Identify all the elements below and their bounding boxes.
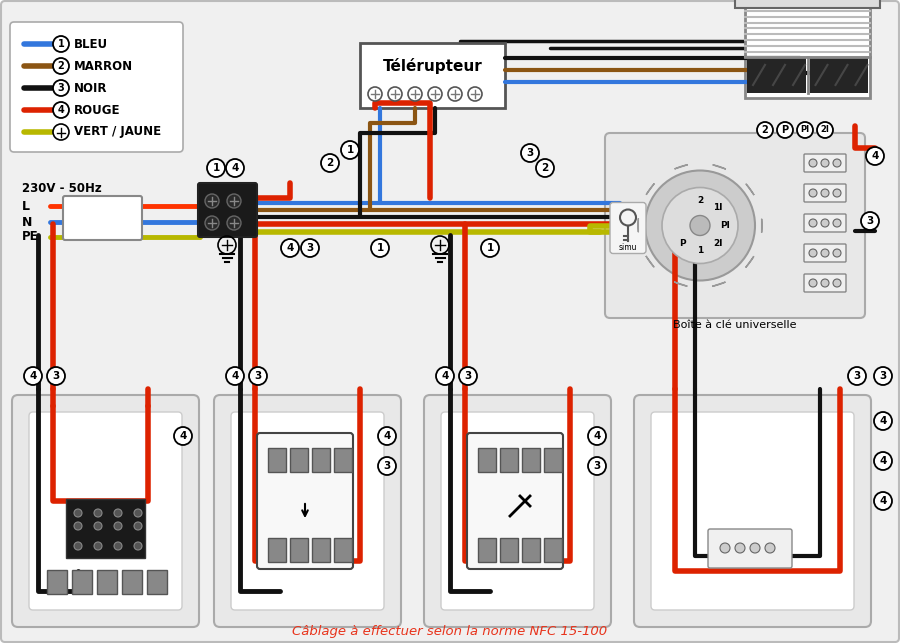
Circle shape	[821, 219, 829, 227]
Text: N: N	[22, 215, 32, 228]
Circle shape	[436, 367, 454, 385]
Circle shape	[735, 543, 745, 553]
Circle shape	[249, 367, 267, 385]
Text: 4: 4	[30, 371, 37, 381]
FancyBboxPatch shape	[804, 244, 846, 262]
FancyBboxPatch shape	[10, 22, 183, 152]
Text: P: P	[781, 125, 788, 135]
Text: VERT / JAUNE: VERT / JAUNE	[74, 125, 161, 138]
FancyBboxPatch shape	[804, 184, 846, 202]
Circle shape	[174, 427, 192, 445]
Text: L: L	[22, 199, 30, 212]
FancyBboxPatch shape	[290, 448, 308, 472]
Circle shape	[809, 249, 817, 257]
Polygon shape	[646, 184, 654, 194]
Circle shape	[24, 367, 42, 385]
Circle shape	[874, 412, 892, 430]
FancyBboxPatch shape	[214, 395, 401, 627]
Text: 1l: 1l	[713, 203, 723, 212]
Text: PE: PE	[22, 230, 39, 244]
FancyBboxPatch shape	[745, 3, 870, 98]
Circle shape	[720, 543, 730, 553]
FancyBboxPatch shape	[72, 570, 92, 594]
Circle shape	[588, 427, 606, 445]
Circle shape	[536, 159, 554, 177]
FancyBboxPatch shape	[334, 448, 352, 472]
Circle shape	[757, 122, 773, 138]
FancyBboxPatch shape	[312, 448, 330, 472]
Text: NOIR: NOIR	[74, 82, 107, 95]
Circle shape	[428, 87, 442, 101]
Circle shape	[388, 87, 402, 101]
Circle shape	[874, 367, 892, 385]
Polygon shape	[746, 257, 753, 267]
Circle shape	[207, 159, 225, 177]
FancyBboxPatch shape	[441, 412, 594, 610]
Text: Boîte à clé universelle: Boîte à clé universelle	[673, 320, 796, 330]
Circle shape	[765, 543, 775, 553]
Circle shape	[134, 542, 142, 550]
Circle shape	[114, 522, 122, 530]
FancyBboxPatch shape	[500, 538, 518, 562]
Polygon shape	[713, 282, 725, 286]
Bar	[747, 57, 806, 93]
Text: 3: 3	[306, 243, 313, 253]
Polygon shape	[746, 184, 753, 194]
Text: 4: 4	[58, 105, 65, 115]
Text: 1: 1	[697, 246, 703, 255]
Circle shape	[281, 239, 299, 257]
Text: Pl: Pl	[720, 221, 730, 230]
FancyBboxPatch shape	[500, 448, 518, 472]
Text: 2l: 2l	[713, 239, 723, 248]
Circle shape	[226, 159, 244, 177]
Circle shape	[378, 457, 396, 475]
FancyBboxPatch shape	[360, 43, 505, 108]
Text: 1: 1	[376, 243, 383, 253]
Text: 4: 4	[879, 456, 886, 466]
Text: Câblage à effectuer selon la norme NFC 15-100: Câblage à effectuer selon la norme NFC 1…	[292, 624, 608, 637]
Text: simu: simu	[619, 243, 637, 252]
FancyBboxPatch shape	[63, 196, 142, 240]
Circle shape	[645, 170, 755, 280]
Circle shape	[53, 58, 69, 74]
FancyBboxPatch shape	[478, 538, 496, 562]
FancyBboxPatch shape	[268, 538, 286, 562]
Circle shape	[861, 212, 879, 230]
FancyBboxPatch shape	[147, 570, 167, 594]
FancyBboxPatch shape	[467, 433, 563, 569]
FancyBboxPatch shape	[290, 538, 308, 562]
Circle shape	[341, 141, 359, 159]
FancyBboxPatch shape	[605, 133, 865, 318]
FancyBboxPatch shape	[268, 448, 286, 472]
FancyBboxPatch shape	[708, 529, 792, 568]
Text: 2: 2	[697, 196, 703, 205]
Bar	[809, 57, 868, 93]
Circle shape	[227, 216, 241, 230]
Circle shape	[821, 249, 829, 257]
Circle shape	[481, 239, 499, 257]
FancyBboxPatch shape	[478, 448, 496, 472]
Text: Pl: Pl	[800, 125, 810, 134]
Circle shape	[134, 509, 142, 517]
FancyBboxPatch shape	[47, 570, 67, 594]
FancyBboxPatch shape	[804, 214, 846, 232]
Text: 2: 2	[327, 158, 334, 168]
Text: 3: 3	[383, 461, 391, 471]
Text: 3: 3	[593, 461, 600, 471]
Text: 3: 3	[526, 148, 534, 158]
Text: 4: 4	[593, 431, 600, 441]
Circle shape	[521, 144, 539, 162]
FancyBboxPatch shape	[651, 412, 854, 610]
FancyBboxPatch shape	[424, 395, 611, 627]
Circle shape	[821, 159, 829, 167]
Circle shape	[690, 215, 710, 235]
Circle shape	[114, 509, 122, 517]
Text: P: P	[679, 239, 686, 248]
Text: 2l: 2l	[821, 125, 830, 134]
Text: 4: 4	[871, 151, 878, 161]
FancyBboxPatch shape	[12, 395, 199, 627]
Circle shape	[74, 509, 82, 517]
Text: 3: 3	[853, 371, 860, 381]
Circle shape	[94, 509, 102, 517]
